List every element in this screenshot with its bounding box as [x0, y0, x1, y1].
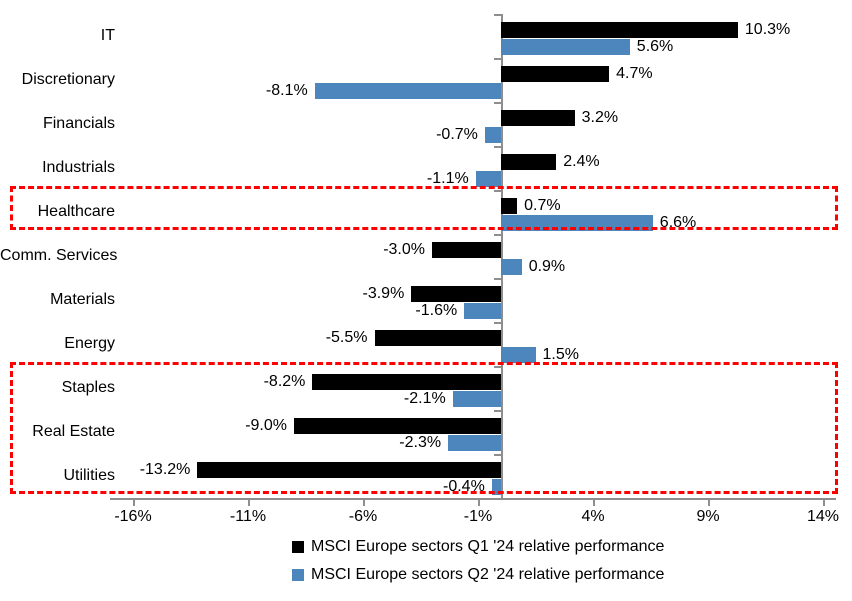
bar-q1: [374, 330, 501, 346]
category-label: Discretionary: [21, 71, 115, 88]
bar-q2: [475, 171, 501, 187]
category-label: Real Estate: [32, 423, 115, 440]
bar-q2: [314, 83, 501, 99]
value-label: 3.2%: [581, 109, 619, 126]
value-label: -0.4%: [443, 478, 485, 495]
x-axis-tick: [478, 498, 480, 506]
bar-q1: [294, 418, 501, 434]
value-label: 5.6%: [636, 38, 674, 55]
x-tick-label: 4%: [581, 508, 605, 525]
value-label: 1.5%: [542, 346, 579, 363]
category-label: Utilities: [63, 467, 115, 484]
value-label: -8.2%: [263, 373, 306, 390]
value-label: -2.1%: [403, 390, 446, 407]
y-axis-tick: [494, 454, 501, 456]
value-label: -9.0%: [245, 417, 287, 434]
bar-q2: [452, 391, 501, 407]
category-label: Materials: [50, 291, 115, 308]
value-label: 4.7%: [616, 65, 653, 82]
value-label: -1.1%: [426, 170, 469, 187]
bar-q2: [491, 479, 501, 495]
bar-q2: [484, 127, 501, 143]
y-axis-tick: [494, 14, 501, 16]
bar-q2: [448, 435, 501, 451]
category-label: Energy: [64, 335, 115, 352]
x-tick-label: -11%: [229, 508, 267, 525]
y-axis-tick: [494, 146, 501, 148]
legend-label-q1: MSCI Europe sectors Q1 '24 relative perf…: [311, 538, 665, 555]
category-label: Comm. Services: [0, 247, 118, 264]
value-label: -2.3%: [399, 434, 442, 451]
y-axis-tick: [494, 190, 501, 192]
value-label: -3.0%: [383, 241, 425, 258]
bar-q1: [411, 286, 501, 302]
x-axis-tick: [363, 498, 365, 506]
x-tick-label: -6%: [348, 508, 378, 525]
category-label: Healthcare: [37, 203, 115, 220]
bar-q1: [501, 154, 557, 170]
value-label: -13.2%: [139, 461, 191, 478]
bar-q1: [501, 66, 610, 82]
bar-q1: [432, 242, 501, 258]
y-axis-tick: [494, 102, 501, 104]
y-axis-tick: [494, 58, 501, 60]
bar-q2: [501, 259, 522, 275]
y-axis-tick: [494, 278, 501, 280]
value-label: -5.5%: [325, 329, 368, 346]
x-tick-label: -1%: [463, 508, 493, 525]
value-label: -8.1%: [265, 82, 308, 99]
bar-q2: [501, 39, 630, 55]
bar-q2: [464, 303, 501, 319]
y-axis-line: [501, 14, 503, 498]
bar-q1: [501, 198, 518, 214]
category-label: Financials: [42, 115, 115, 132]
value-label: 0.7%: [524, 197, 561, 214]
legend-item-q2: MSCI Europe sectors Q2 '24 relative perf…: [292, 565, 664, 585]
category-label: Staples: [61, 379, 115, 396]
value-label: -1.6%: [415, 302, 458, 319]
value-label: -0.7%: [436, 126, 478, 143]
bar-q1: [312, 374, 501, 390]
y-axis-tick: [494, 366, 501, 368]
highlight-box: [10, 362, 838, 494]
x-axis-tick: [248, 498, 250, 506]
value-label: -3.9%: [362, 285, 405, 302]
y-axis-tick: [494, 234, 501, 236]
x-axis-tick: [823, 498, 825, 506]
bar-q2: [501, 347, 536, 363]
highlight-box: [10, 186, 838, 230]
value-label: 6.6%: [659, 214, 697, 231]
category-label: Industrials: [42, 159, 115, 176]
legend-marker-q1-icon: [292, 541, 304, 553]
legend-item-q1: MSCI Europe sectors Q1 '24 relative perf…: [292, 537, 664, 557]
legend-marker-q2-icon: [292, 569, 304, 581]
category-label: IT: [100, 27, 115, 44]
x-tick-label: 14%: [806, 508, 840, 525]
y-axis-tick: [494, 322, 501, 324]
value-label: 2.4%: [563, 153, 600, 170]
value-label: 0.9%: [528, 258, 566, 275]
value-label: 10.3%: [744, 21, 791, 38]
x-axis-line: [110, 498, 836, 500]
bar-q1: [501, 110, 575, 126]
y-axis-tick: [494, 410, 501, 412]
x-tick-label: -16%: [114, 508, 152, 525]
legend: MSCI Europe sectors Q1 '24 relative perf…: [292, 537, 664, 585]
bar-q1: [197, 462, 501, 478]
legend-label-q2: MSCI Europe sectors Q2 '24 relative perf…: [311, 566, 665, 583]
x-axis-tick: [593, 498, 595, 506]
x-tick-label: 9%: [696, 508, 720, 525]
x-axis-tick: [133, 498, 135, 506]
x-axis-tick: [708, 498, 710, 506]
bar-q1: [501, 22, 738, 38]
